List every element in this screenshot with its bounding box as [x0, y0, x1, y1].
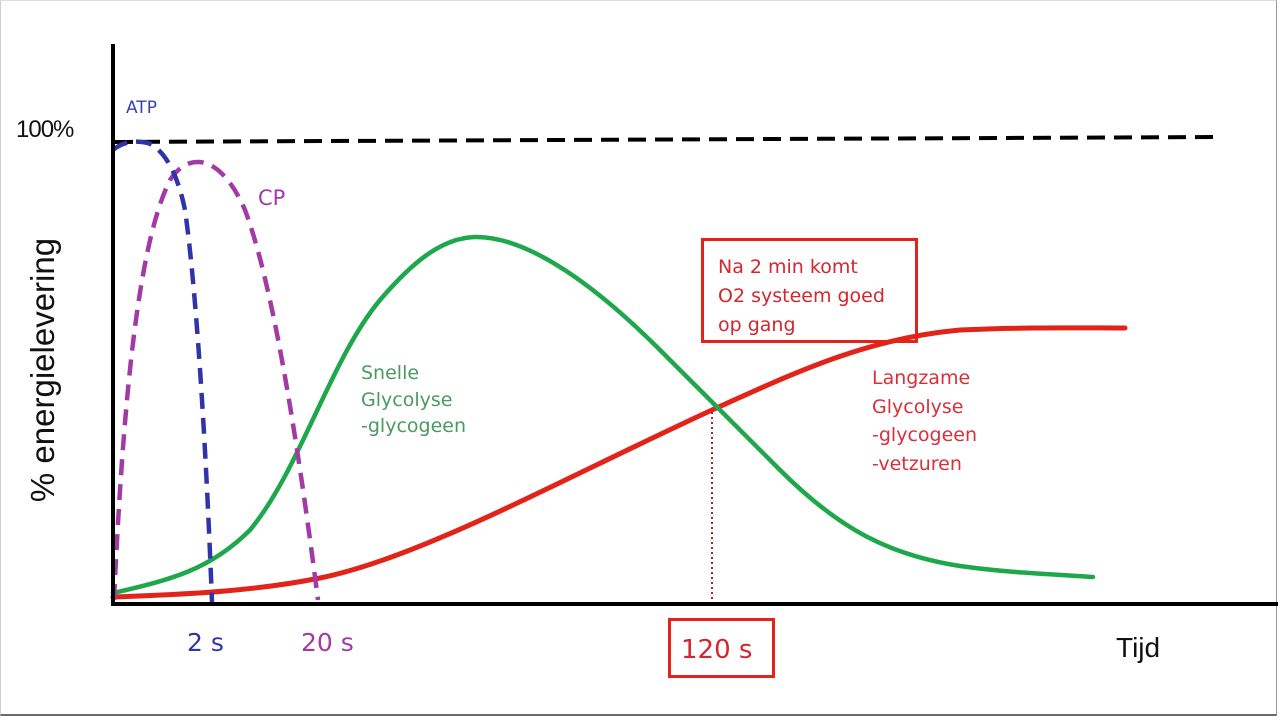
label-cp: CP — [258, 186, 286, 210]
x-tick-2s: 2 s — [187, 628, 224, 657]
series-snelle-glycolyse — [110, 234, 1096, 596]
label-atp: ATP — [126, 98, 157, 118]
annotation-text-o2: Na 2 min komt O2 systeem goed op gang — [718, 256, 885, 336]
series-langzame-glycolyse — [110, 325, 1128, 600]
series-atp — [111, 139, 215, 603]
y-tick-100: 100% — [16, 116, 74, 143]
x-tick-20s: 20 s — [301, 628, 354, 657]
x-tick-120s: 120 s — [681, 635, 753, 665]
label-snelle-glycolyse: Snelle Glycolyse -glycogeen — [361, 362, 466, 438]
x-tick-120s-box: 120 s — [668, 618, 775, 678]
label-langzame-glycolyse: Langzame Glycolyse -glycogeen -vetzuren — [872, 367, 977, 475]
hundred-percent-line — [114, 135, 1215, 144]
annotation-box-o2: Na 2 min komt O2 systeem goed op gang — [701, 238, 918, 343]
y-axis-label: % energielevering — [24, 237, 61, 503]
x-axis-label: Tijd — [1116, 632, 1161, 663]
series-cp — [111, 159, 321, 601]
